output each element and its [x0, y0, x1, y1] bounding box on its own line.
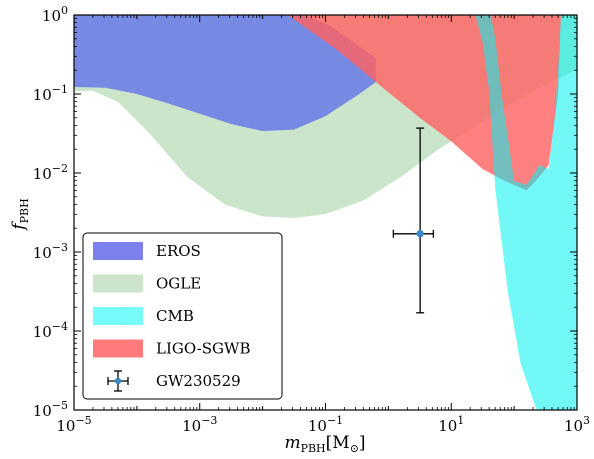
x-tick-label: 10−1: [308, 414, 343, 435]
legend-label: GW230529: [156, 372, 241, 390]
y-tick-label: 10−4: [33, 320, 68, 341]
legend-label: OGLE: [156, 275, 201, 293]
x-tick-label: 10−5: [56, 414, 91, 435]
x-tick-label: 103: [564, 414, 590, 435]
legend-label: CMB: [156, 307, 194, 325]
x-tick-label: 101: [438, 414, 464, 435]
cmb-region: [475, 15, 577, 410]
x-axis-ticks: 10−5 10−3 10−1 101 103: [56, 15, 590, 435]
legend-label: LIGO-SGWB: [156, 340, 250, 358]
legend-swatch: [93, 274, 143, 293]
y-tick-label: 10−3: [33, 241, 68, 262]
eros-region: [74, 15, 376, 132]
y-axis-label: fPBH: [9, 198, 31, 231]
legend-swatch: [93, 242, 143, 260]
data-point: [416, 230, 424, 238]
y-tick-label: 100: [42, 4, 68, 25]
legend-marker: [114, 377, 122, 385]
x-axis-label: mPBH[M⊙]: [284, 433, 365, 455]
legend: EROS OGLE CMB LIGO-SGWB GW230529: [82, 232, 283, 400]
legend-swatch: [93, 307, 143, 325]
x-tick-label: 10−3: [182, 414, 217, 435]
y-tick-label: 10−5: [33, 399, 68, 420]
legend-swatch: [93, 339, 143, 358]
constraint-regions: [74, 15, 577, 410]
legend-label: EROS: [156, 242, 201, 260]
y-tick-label: 10−2: [33, 162, 68, 183]
y-axis-ticks: 10−5 10−4 10−3 10−2 10−1 100: [33, 4, 577, 420]
gw230529-error-point: [392, 127, 435, 314]
y-tick-label: 10−1: [33, 83, 68, 104]
